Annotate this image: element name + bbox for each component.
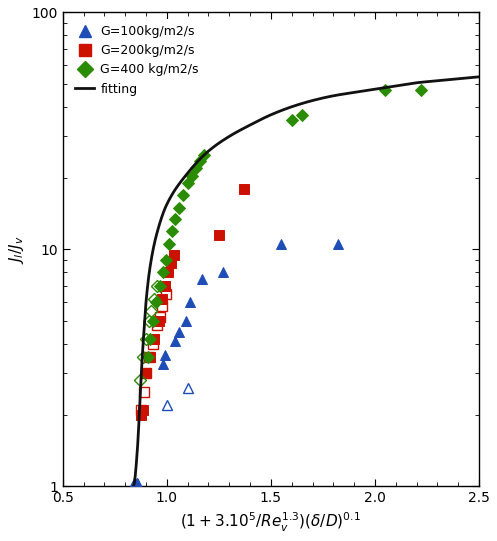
fitting [131,483,137,490]
Line: fitting: fitting [134,77,479,486]
fitting [283,105,289,112]
X-axis label: $\mathit{(1+3.10^5/Re_v^{1.3})(\delta/D)^{0.1}}$: $\mathit{(1+3.10^5/Re_v^{1.3})(\delta/D)… [180,511,361,534]
fitting [368,87,374,93]
fitting [476,74,482,80]
fitting [270,110,276,117]
fitting [166,197,172,203]
fitting [406,81,412,87]
Legend: G=100kg/m2/s, G=200kg/m2/s, G=400 kg/m2/s, fitting: G=100kg/m2/s, G=200kg/m2/s, G=400 kg/m2/… [69,19,205,102]
Y-axis label: $J_l/J_v$: $J_l/J_v$ [7,235,26,263]
fitting [400,82,406,88]
